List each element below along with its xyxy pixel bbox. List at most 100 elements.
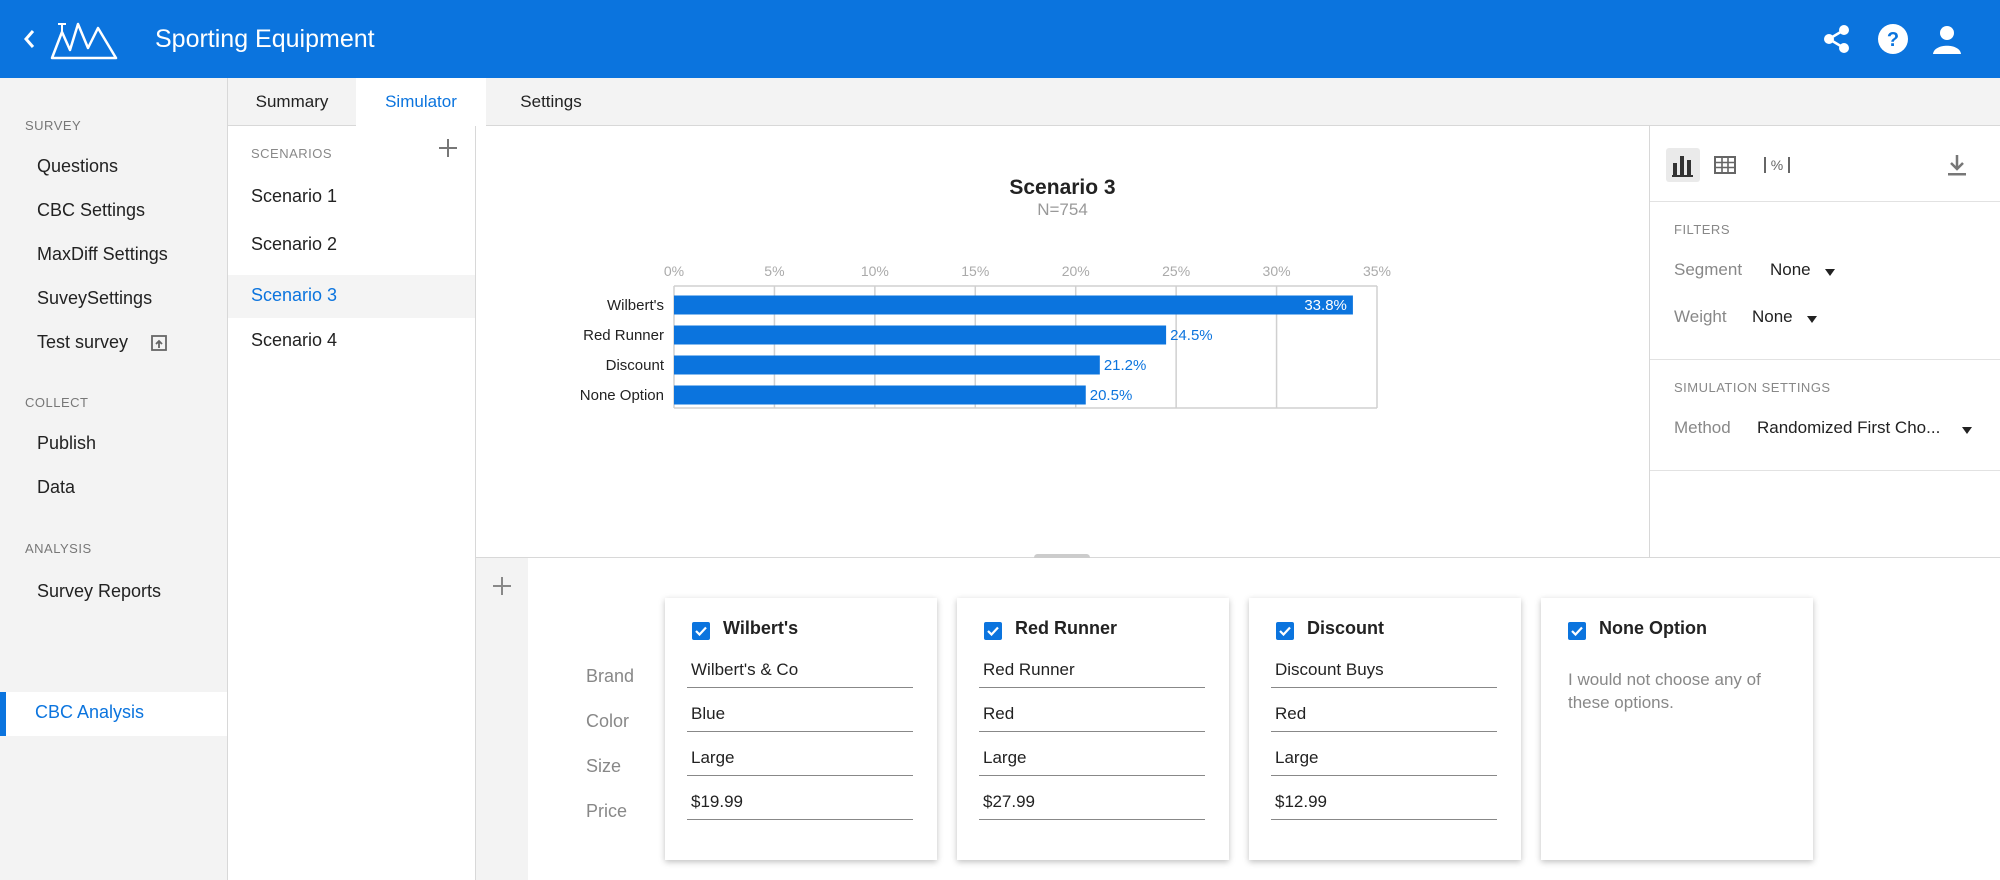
attribute-label-size: Size	[586, 756, 622, 776]
svg-text:%: %	[1771, 157, 1783, 173]
scenario-item-label: Scenario 3	[251, 285, 338, 305]
x-tick-label: 25%	[1162, 263, 1190, 279]
sidebar-section-collect: COLLECT	[25, 395, 89, 410]
product-card: Wilbert's Wilbert's & Co Blue Large $19.…	[665, 598, 937, 860]
sidebar-item-label: CBC Analysis	[35, 702, 145, 722]
add-product-button[interactable]	[490, 574, 514, 598]
bar	[674, 355, 1100, 375]
checkbox-icon[interactable]	[1276, 622, 1294, 640]
product-card: Red Runner Red Runner Red Large $27.99	[957, 598, 1229, 860]
weight-value: None	[1752, 307, 1793, 326]
sidebar-section-survey: SURVEY	[25, 118, 82, 133]
scenarios-header: SCENARIOS	[251, 146, 333, 161]
share-icon[interactable]	[1820, 22, 1854, 56]
x-tick-label: 30%	[1263, 263, 1291, 279]
resize-handle[interactable]	[1034, 554, 1090, 561]
size-field[interactable]: Large	[1271, 744, 1497, 776]
sidebar: SURVEY Questions CBC Settings MaxDiff Se…	[0, 78, 228, 880]
category-label: Red Runner	[583, 327, 664, 344]
dropdown-caret-icon	[1825, 269, 1835, 276]
back-arrow-icon[interactable]	[18, 24, 42, 54]
split-divider	[476, 557, 2000, 558]
tab-simulator[interactable]: Simulator	[356, 78, 486, 127]
sidebar-item-test-survey[interactable]: Test survey	[37, 330, 167, 354]
chart-area: Scenario 3 N=754 0% 5% 10% 15% 20% 25% 30% 35% W…	[476, 126, 1649, 557]
x-tick-label: 15%	[961, 263, 989, 279]
x-tick-label: 10%	[861, 263, 889, 279]
scenario-item-active[interactable]: Scenario 3	[228, 275, 475, 318]
x-tick-label: 5%	[764, 263, 784, 279]
color-field[interactable]: Red	[1271, 700, 1497, 732]
tab-settings[interactable]: Settings	[520, 92, 582, 111]
color-field[interactable]: Red	[979, 700, 1205, 732]
sidebar-item-survey-reports[interactable]: Survey Reports	[37, 581, 162, 601]
scenario-item[interactable]: Scenario 1	[251, 186, 338, 206]
bar-chart: 0% 5% 10% 15% 20% 25% 30% 35% Wilbert's 33.8% Red …	[580, 263, 1391, 409]
price-field[interactable]: $27.99	[979, 788, 1205, 820]
percent-icon[interactable]: %	[1760, 148, 1794, 182]
checkbox-icon[interactable]	[984, 622, 1002, 640]
sidebar-item-questions[interactable]: Questions	[37, 156, 119, 176]
tab-summary[interactable]: Summary	[255, 92, 329, 111]
simulation-settings-header: SIMULATION SETTINGS	[1674, 380, 1831, 395]
view-toolbar: %	[1650, 126, 2000, 202]
sidebar-item-survey-settings[interactable]: SuveySettings	[37, 288, 153, 308]
scenario-item[interactable]: Scenario 4	[251, 330, 338, 350]
sidebar-item-publish[interactable]: Publish	[37, 433, 97, 453]
sidebar-item-maxdiff-settings[interactable]: MaxDiff Settings	[37, 244, 168, 264]
segment-value: None	[1770, 260, 1811, 279]
x-tick-label: 20%	[1062, 263, 1090, 279]
checkbox-icon[interactable]	[1568, 622, 1586, 640]
category-label: Wilbert's	[607, 297, 664, 314]
data-label: 20.5%	[1090, 387, 1133, 404]
dropdown-caret-icon	[1962, 427, 1972, 434]
price-field[interactable]: $12.99	[1271, 788, 1497, 820]
size-field[interactable]: Large	[687, 744, 913, 776]
account-icon[interactable]	[1930, 22, 1964, 56]
none-option-card: None Option I would not choose any of th…	[1541, 598, 1813, 860]
svg-text:?: ?	[1887, 29, 1899, 51]
filters-header: FILTERS	[1674, 222, 1730, 237]
checkbox-icon[interactable]	[692, 622, 710, 640]
data-label: 21.2%	[1104, 357, 1147, 374]
bar	[674, 325, 1167, 345]
data-label: 33.8%	[1304, 297, 1347, 314]
app-title: Sporting Equipment	[155, 25, 375, 53]
sidebar-item-cbc-analysis[interactable]: CBC Analysis	[0, 692, 227, 736]
product-name: Red Runner	[1015, 618, 1118, 638]
data-label: 24.5%	[1170, 327, 1213, 344]
method-value: Randomized First Cho...	[1757, 418, 1941, 437]
segment-label: Segment	[1674, 260, 1743, 279]
divider	[1650, 359, 2000, 360]
divider	[1650, 470, 2000, 471]
logo-icon	[50, 22, 118, 60]
download-icon[interactable]	[1940, 148, 1974, 182]
external-link-icon	[151, 335, 167, 351]
sidebar-item-data[interactable]: Data	[37, 477, 76, 497]
color-field[interactable]: Blue	[687, 700, 913, 732]
bar	[674, 295, 1353, 315]
product-name: Wilbert's	[723, 618, 799, 638]
help-icon[interactable]: ?	[1876, 22, 1910, 56]
table-icon[interactable]	[1708, 148, 1742, 182]
chart-subtitle: N=754	[1037, 200, 1088, 219]
product-name: Discount	[1307, 618, 1385, 638]
add-scenario-button[interactable]	[436, 136, 460, 160]
brand-field[interactable]: Discount Buys	[1271, 656, 1497, 688]
attribute-label-color: Color	[586, 711, 630, 731]
sidebar-item-cbc-settings[interactable]: CBC Settings	[37, 200, 146, 220]
brand-field[interactable]: Red Runner	[979, 656, 1205, 688]
top-bar: Sporting Equipment ?	[0, 0, 2000, 78]
x-tick-label: 0%	[664, 263, 684, 279]
bar-chart-icon[interactable]	[1666, 148, 1700, 182]
chart-title: Scenario 3	[1009, 176, 1116, 199]
sidebar-section-analysis: ANALYSIS	[25, 541, 92, 556]
scenario-item[interactable]: Scenario 2	[251, 234, 338, 254]
brand-field[interactable]: Wilbert's & Co	[687, 656, 913, 688]
size-field[interactable]: Large	[979, 744, 1205, 776]
scenario-list: SCENARIOS Scenario 1 Scenario 2 Scenario…	[228, 126, 476, 880]
price-field[interactable]: $19.99	[687, 788, 913, 820]
dropdown-caret-icon	[1807, 316, 1817, 323]
product-card: Discount Discount Buys Red Large $12.99	[1249, 598, 1521, 860]
x-tick-label: 35%	[1363, 263, 1391, 279]
